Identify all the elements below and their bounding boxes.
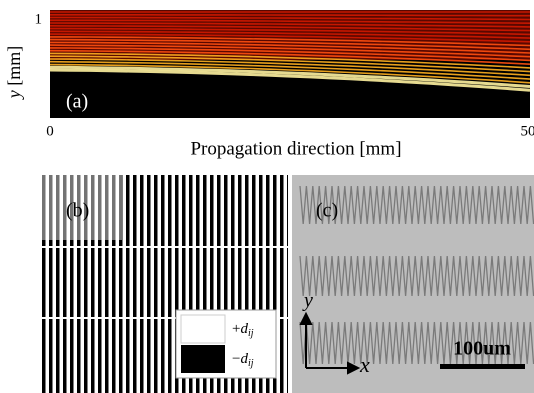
legend-swatch [181, 315, 225, 343]
stripe-row [42, 247, 288, 318]
axis-label: x [359, 352, 370, 377]
scale-bar [440, 364, 525, 369]
panel-tag: (b) [66, 200, 89, 222]
subscript: ij [248, 328, 254, 339]
x-label: Propagation direction [mm] [190, 138, 401, 159]
subscript: ij [248, 358, 254, 369]
heat-line [50, 15, 530, 16]
axis-label: y [302, 290, 313, 312]
x-tick: 0 [46, 123, 54, 139]
legend-swatch [181, 345, 225, 373]
scale-bar-label: 100um [453, 338, 511, 360]
x-tick: 50 [521, 123, 534, 139]
sign: − [232, 351, 240, 367]
y-label-unit: [mm] [4, 46, 24, 86]
legend: +dij −dij [176, 310, 276, 378]
panel-tag: (c) [316, 200, 338, 222]
y-tick: 1 [35, 11, 43, 27]
figure: 1 y [mm] (a) 0 50 Propagation direction … [0, 0, 534, 393]
panel-tag: (a) [66, 91, 88, 113]
y-label-symbol: y [4, 90, 24, 100]
y-label: y [mm] [4, 46, 24, 101]
sign: + [232, 321, 240, 337]
